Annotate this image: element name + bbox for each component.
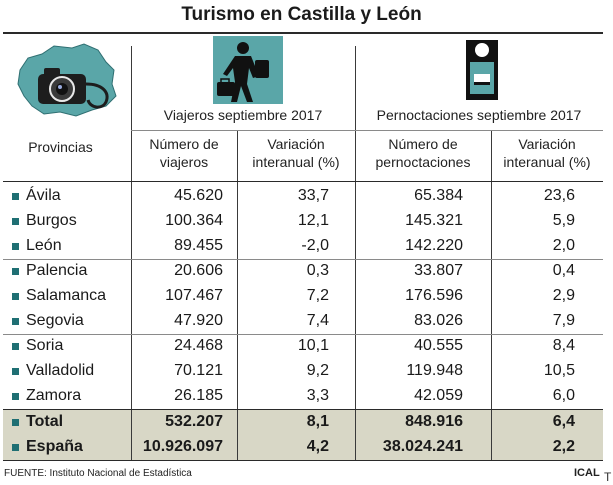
cell-viajeros: 100.364	[165, 212, 223, 229]
bullet-square-icon	[12, 218, 19, 225]
bullet-square-icon	[12, 393, 19, 400]
cell-pernoctaciones: 119.948	[406, 362, 463, 379]
bullet-square-icon	[12, 444, 19, 451]
cell-var-viajeros: -2,0	[301, 237, 329, 254]
bullet-square-icon	[12, 193, 19, 200]
totals-band	[3, 410, 603, 460]
divider	[237, 130, 238, 460]
totals-rule	[3, 409, 603, 410]
divider	[131, 46, 132, 460]
cell-pernoctaciones: 38.024.241	[382, 438, 463, 455]
cell-var-pernoctaciones: 23,6	[543, 187, 575, 204]
bullet-square-icon	[12, 268, 19, 275]
cell-provincia: Burgos	[26, 212, 77, 229]
cell-provincia: Salamanca	[26, 287, 107, 304]
cell-var-viajeros: 33,7	[297, 187, 329, 204]
bullet-square-icon	[12, 318, 19, 325]
hotel-door-hanger-icon	[456, 36, 508, 104]
cell-pernoctaciones: 145.321	[405, 212, 463, 229]
cell-pernoctaciones: 33.807	[414, 262, 463, 279]
cell-viajeros: 107.467	[165, 287, 223, 304]
cell-var-viajeros: 0,3	[306, 262, 329, 279]
col-header-var-viajeros: Variación interanual (%)	[252, 136, 340, 170]
traveler-icon	[213, 36, 283, 104]
cell-pernoctaciones: 65.384	[414, 187, 463, 204]
cell-var-pernoctaciones: 2,2	[552, 438, 575, 455]
cell-var-viajeros: 9,2	[306, 362, 329, 379]
cell-viajeros: 70.121	[174, 362, 223, 379]
bullet-square-icon	[12, 343, 19, 350]
cell-pernoctaciones: 176.596	[405, 287, 463, 304]
cell-var-pernoctaciones: 5,9	[552, 212, 575, 229]
cell-var-viajeros: 12,1	[297, 212, 329, 229]
corner-mark: T	[604, 470, 612, 484]
cell-var-pernoctaciones: 7,9	[552, 312, 575, 329]
cell-var-pernoctaciones: 6,0	[552, 387, 575, 404]
col-header-var-pernoctaciones: Variación interanual (%)	[503, 136, 591, 170]
cell-provincia: Soria	[26, 337, 64, 354]
bullet-square-icon	[12, 368, 19, 375]
cell-viajeros: 89.455	[174, 237, 223, 254]
cell-var-viajeros: 8,1	[306, 413, 329, 430]
cell-provincia: España	[26, 438, 83, 455]
bullet-square-icon	[12, 419, 19, 426]
cell-var-viajeros: 3,3	[306, 387, 329, 404]
divider	[355, 46, 356, 460]
group-rule	[3, 259, 603, 260]
cell-provincia: Palencia	[26, 262, 88, 279]
cell-var-viajeros: 10,1	[297, 337, 329, 354]
bullet-square-icon	[12, 293, 19, 300]
cell-pernoctaciones: 142.220	[405, 237, 463, 254]
divider	[491, 130, 492, 460]
cell-provincia: Total	[26, 413, 64, 430]
col-header-num-pernoctaciones: Número de pernoctaciones	[375, 136, 471, 170]
cell-provincia: Zamora	[26, 387, 82, 404]
cell-provincia: Ávila	[26, 187, 61, 204]
bullet-square-icon	[12, 243, 19, 250]
cell-viajeros: 20.606	[174, 262, 223, 279]
cell-var-pernoctaciones: 2,9	[552, 287, 575, 304]
bottom-rule	[3, 460, 603, 461]
group-header-viajeros: Viajeros septiembre 2017	[163, 107, 323, 123]
cell-viajeros: 10.926.097	[142, 438, 223, 455]
cell-viajeros: 45.620	[174, 187, 223, 204]
cell-var-viajeros: 7,2	[306, 287, 329, 304]
group-rule	[3, 334, 603, 335]
cell-var-viajeros: 4,2	[306, 438, 329, 455]
cell-viajeros: 24.468	[174, 337, 223, 354]
cell-pernoctaciones: 83.026	[414, 312, 463, 329]
source-footer: FUENTE: Instituto Nacional de Estadístic…	[4, 468, 192, 479]
cell-provincia: Valladolid	[26, 362, 95, 379]
group-header-pernoctaciones: Pernoctaciones septiembre 2017	[376, 107, 582, 123]
page-title: Turismo en Castilla y León	[181, 4, 422, 25]
cell-var-pernoctaciones: 10,5	[543, 362, 575, 379]
cell-var-viajeros: 7,4	[306, 312, 329, 329]
col-header-num-viajeros: Número de viajeros	[149, 136, 219, 170]
cell-pernoctaciones: 42.059	[414, 387, 463, 404]
cell-var-pernoctaciones: 8,4	[552, 337, 575, 354]
cell-var-pernoctaciones: 0,4	[552, 262, 575, 279]
cell-viajeros: 26.185	[174, 387, 223, 404]
cell-pernoctaciones: 40.555	[414, 337, 463, 354]
cell-var-pernoctaciones: 6,4	[552, 413, 575, 430]
title-rule	[3, 32, 603, 34]
cell-viajeros: 47.920	[174, 312, 223, 329]
header-bottom-rule	[3, 181, 603, 182]
col-header-provincias: Provincias	[28, 139, 93, 155]
cell-provincia: Segovia	[26, 312, 84, 329]
cell-viajeros: 532.207	[165, 413, 223, 430]
cell-var-pernoctaciones: 2,0	[552, 237, 575, 254]
credit-label: ICAL	[574, 467, 600, 479]
camera-map-icon	[14, 40, 120, 120]
cell-provincia: León	[26, 237, 62, 254]
cell-pernoctaciones: 848.916	[405, 413, 463, 430]
header-rule	[131, 130, 603, 131]
